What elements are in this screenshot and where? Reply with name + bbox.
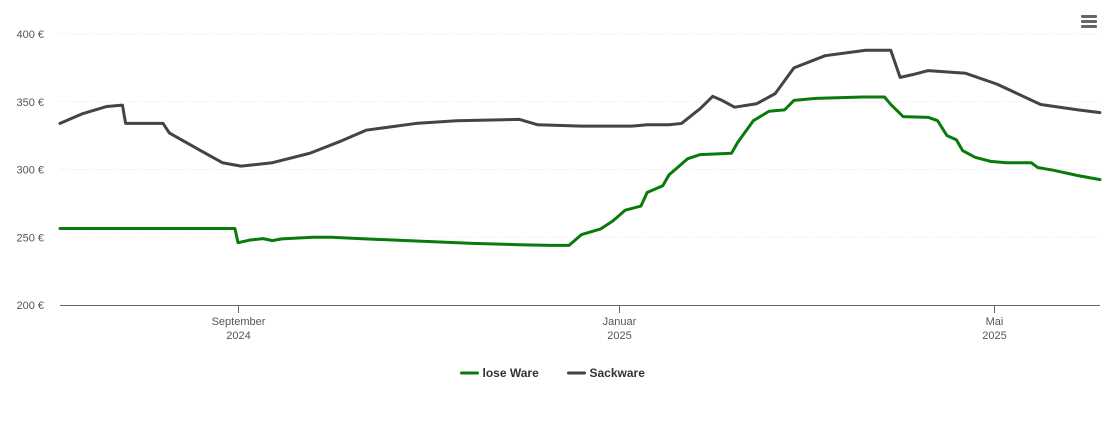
legend-item-sackware[interactable]: Sackware [567,366,646,380]
menu-bar [1081,25,1097,28]
x-tick-label: Januar 2025 [603,316,637,342]
series-line-sackware[interactable] [58,48,1102,168]
x-tick-label-line: Januar [603,316,637,328]
y-tick-label: 400 € [16,29,44,41]
legend-label: Sackware [590,366,646,380]
grid-lines [60,33,1100,238]
menu-bar [1081,20,1097,23]
y-tick-label: 300 € [16,165,44,177]
hamburger-menu-icon[interactable] [1077,10,1101,34]
x-tick-label: September 2024 [212,316,266,342]
axes: 200 € 250 € 300 € 350 € 400 € September 2024 Ja… [16,29,1100,342]
x-tick-label-line: Mai [986,316,1004,328]
x-tick-label-line: 2025 [607,330,631,342]
x-tick-label-line: September [212,316,266,328]
y-tick-label: 350 € [16,97,44,109]
x-tick-label: Mai 2025 [982,316,1006,342]
series-line-lose-ware[interactable] [58,95,1102,247]
x-tick-label-line: 2025 [982,330,1006,342]
legend-item-lose-ware[interactable]: lose Ware [460,366,540,380]
legend: lose Ware Sackware [460,366,646,380]
series-lines [58,48,1102,247]
y-tick-label: 200 € [16,300,44,312]
y-tick-label: 250 € [16,232,44,244]
menu-bar [1081,15,1097,18]
x-tick-label-line: 2024 [226,330,250,342]
legend-label: lose Ware [483,366,540,380]
